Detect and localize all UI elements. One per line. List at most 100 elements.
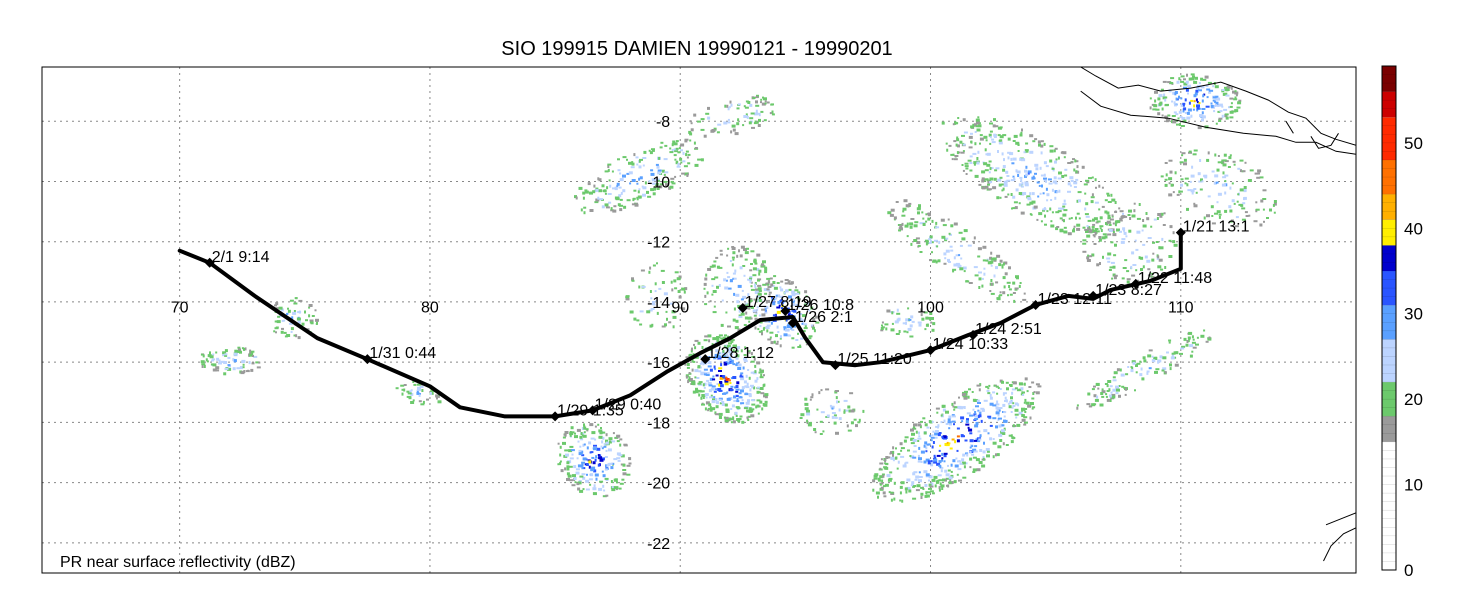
rain-pixel bbox=[1075, 216, 1077, 220]
rain-pixel bbox=[1221, 105, 1224, 108]
rain-pixel bbox=[770, 103, 774, 106]
rain-pixel bbox=[1215, 122, 1218, 125]
rain-pixel bbox=[1139, 373, 1143, 377]
rain-pixel bbox=[1130, 369, 1134, 373]
rain-pixel bbox=[237, 351, 242, 353]
rain-pixel bbox=[1014, 287, 1019, 290]
rain-pixel bbox=[782, 300, 786, 303]
rain-pixel bbox=[1029, 150, 1034, 154]
rain-pixel bbox=[946, 441, 949, 444]
rain-pixel bbox=[730, 408, 733, 410]
rain-pixel bbox=[998, 424, 1002, 428]
rain-pixel bbox=[691, 358, 694, 362]
rain-pixel bbox=[1156, 217, 1159, 220]
rain-pixel bbox=[598, 456, 603, 460]
rain-pixel bbox=[747, 419, 750, 421]
rain-pixel bbox=[308, 306, 311, 309]
rain-pixel bbox=[1000, 429, 1005, 433]
rain-pixel bbox=[672, 140, 676, 144]
rain-pixel bbox=[831, 407, 834, 410]
rain-pixel bbox=[1235, 94, 1238, 97]
rain-pixel bbox=[1106, 398, 1110, 402]
rain-pixel bbox=[1108, 394, 1112, 398]
rain-pixel bbox=[1147, 237, 1152, 239]
rain-pixel bbox=[968, 135, 973, 139]
rain-pixel bbox=[686, 366, 690, 369]
rain-pixel bbox=[732, 258, 735, 261]
rain-pixel bbox=[731, 247, 736, 250]
rain-pixel bbox=[625, 297, 630, 301]
rain-pixel bbox=[1222, 176, 1227, 179]
rain-pixel bbox=[1044, 214, 1046, 218]
rain-pixel bbox=[882, 474, 885, 478]
rain-pixel bbox=[1124, 259, 1128, 262]
rain-pixel bbox=[1188, 151, 1192, 154]
rain-pixel bbox=[630, 166, 635, 169]
rain-pixel bbox=[923, 460, 927, 464]
rain-pixel bbox=[743, 357, 748, 361]
rain-pixel bbox=[1253, 220, 1258, 223]
rain-pixel bbox=[1201, 108, 1206, 110]
rain-pixel bbox=[804, 303, 808, 307]
rain-pixel bbox=[953, 256, 956, 260]
rain-pixel bbox=[781, 304, 784, 307]
rain-pixel bbox=[704, 277, 708, 281]
rain-pixel bbox=[704, 393, 709, 396]
rain-pixel bbox=[776, 310, 781, 314]
rain-pixel bbox=[740, 372, 744, 375]
rain-pixel bbox=[1037, 385, 1042, 388]
rain-pixel bbox=[1172, 120, 1177, 124]
rain-pixel bbox=[996, 196, 1000, 200]
rain-pixel bbox=[815, 315, 820, 319]
rain-pixel bbox=[628, 171, 633, 175]
rain-pixel bbox=[711, 264, 716, 268]
rain-pixel bbox=[766, 277, 771, 280]
rain-pixel bbox=[1174, 171, 1177, 175]
rain-pixel bbox=[757, 292, 762, 295]
rain-pixel bbox=[758, 371, 763, 374]
rain-pixel bbox=[648, 149, 651, 152]
rain-pixel bbox=[1012, 157, 1017, 161]
rain-pixel bbox=[1015, 169, 1018, 173]
rain-pixel bbox=[251, 362, 255, 365]
rain-pixel bbox=[1123, 231, 1127, 235]
rain-pixel bbox=[743, 380, 747, 384]
rain-pixel bbox=[909, 335, 914, 338]
rain-pixel bbox=[873, 474, 878, 478]
rain-pixel bbox=[934, 430, 939, 432]
rain-pixel bbox=[586, 473, 588, 476]
rain-pixel bbox=[736, 398, 739, 401]
rain-pixel bbox=[959, 140, 963, 144]
rain-pixel bbox=[972, 240, 975, 244]
rain-pixel bbox=[880, 329, 884, 332]
rain-pixel bbox=[1121, 238, 1126, 241]
rain-pixel bbox=[1059, 217, 1063, 220]
rain-pixel bbox=[1025, 165, 1028, 169]
rain-pixel bbox=[1053, 149, 1056, 153]
rain-pixel bbox=[1187, 108, 1192, 112]
track-fix-labels: 1/21 13:11/22 11:481/23 8:271/23 12:111/… bbox=[204, 219, 1250, 422]
rain-pixel bbox=[1114, 243, 1117, 247]
rain-pixel bbox=[1022, 298, 1027, 301]
rain-pixel bbox=[636, 163, 639, 166]
rain-pixel bbox=[655, 163, 659, 166]
rain-pixel bbox=[1018, 192, 1023, 195]
rain-pixel bbox=[1202, 78, 1207, 81]
rain-pixel bbox=[989, 181, 993, 184]
rain-pixel bbox=[588, 478, 593, 481]
rain-pixel bbox=[845, 409, 849, 412]
rain-pixel bbox=[969, 446, 972, 449]
rain-pixel bbox=[1114, 223, 1117, 227]
rain-pixel bbox=[749, 388, 752, 392]
rain-pixel bbox=[1215, 181, 1219, 184]
rain-pixel bbox=[661, 169, 665, 173]
rain-pixel bbox=[683, 165, 688, 168]
rain-pixel bbox=[764, 305, 769, 309]
footer-label: PR near surface reflectivity (dBZ) bbox=[60, 554, 296, 571]
rain-pixel bbox=[1179, 352, 1183, 355]
rain-pixel bbox=[735, 319, 739, 323]
rain-pixel bbox=[917, 211, 920, 215]
rain-pixel bbox=[944, 257, 947, 260]
rain-pixel bbox=[633, 317, 637, 321]
rain-pixel bbox=[928, 212, 931, 216]
